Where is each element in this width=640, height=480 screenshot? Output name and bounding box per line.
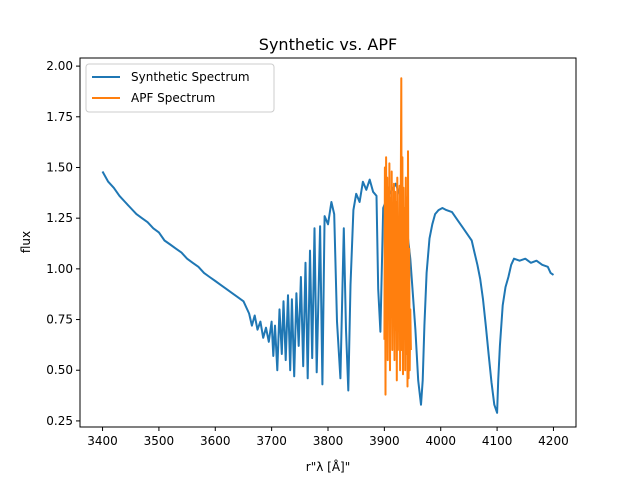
- legend: Synthetic Spectrum APF Spectrum: [85, 63, 275, 113]
- y-tick-label: 0.75: [46, 313, 73, 327]
- x-tick-label: 4200: [538, 434, 569, 448]
- plot-lines: [101, 77, 555, 414]
- y-tick-label: 1.50: [46, 160, 73, 174]
- y-axis-label: flux: [19, 231, 33, 253]
- legend-box: [85, 63, 275, 113]
- y-tick-label: 1.75: [46, 110, 73, 124]
- x-tick-label: 3400: [87, 434, 118, 448]
- series-line-synthetic: [101, 171, 555, 414]
- series-line-apf: [383, 77, 412, 396]
- x-tick-label: 3500: [144, 434, 175, 448]
- y-tick-label: 2.00: [46, 59, 73, 73]
- x-axis-ticks: 3400 3500 3600 3700 3800 3900 4000 4100 4200: [87, 427, 569, 448]
- x-axis-label: r"λ [Å]": [306, 459, 350, 474]
- legend-label-apf: APF Spectrum: [131, 91, 215, 105]
- x-tick-label: 3600: [200, 434, 231, 448]
- x-tick-label: 3900: [369, 434, 400, 448]
- x-tick-label: 3800: [313, 434, 344, 448]
- y-tick-label: 0.50: [46, 363, 73, 377]
- x-tick-label: 3700: [256, 434, 287, 448]
- y-tick-label: 1.00: [46, 262, 73, 276]
- x-tick-label: 4100: [482, 434, 513, 448]
- legend-label-synthetic: Synthetic Spectrum: [131, 70, 250, 84]
- y-axis-ticks: 0.25 0.50 0.75 1.00 1.25 1.50 1.75 2.00: [46, 59, 80, 428]
- y-tick-label: 0.25: [46, 414, 73, 428]
- y-tick-label: 1.25: [46, 211, 73, 225]
- chart-title: Synthetic vs. APF: [259, 35, 397, 54]
- x-tick-label: 4000: [425, 434, 456, 448]
